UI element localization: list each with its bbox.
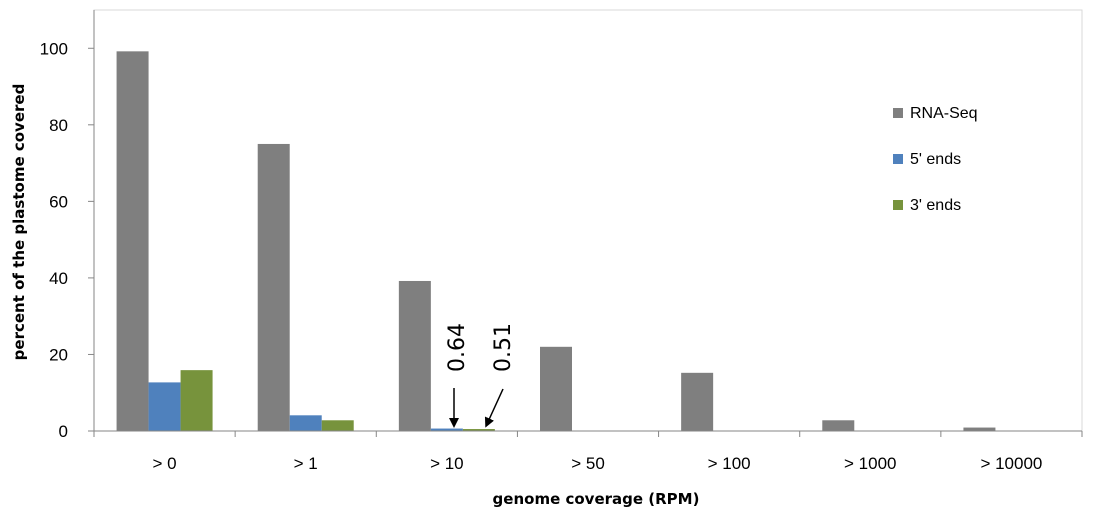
x-tick-label: > 0 [153, 454, 177, 473]
bar-5-ends-0 [148, 382, 181, 431]
legend-label: 5' ends [910, 151, 961, 168]
x-tick-label: > 10 [430, 454, 464, 473]
bar-rna-seq-3 [540, 346, 572, 431]
annotations: 0.64 0.51 [445, 323, 516, 428]
y-axis: 0 20 40 60 80 100 [40, 10, 95, 441]
legend-label: 3' ends [910, 197, 961, 214]
y-tick-label: 0 [59, 422, 68, 441]
bar-5-ends-1 [289, 415, 322, 431]
x-tick-label: > 1000 [844, 454, 896, 473]
bar-rna-seq-2 [398, 280, 431, 431]
bar-rna-seq-0 [116, 51, 149, 432]
bar-3-ends-1 [321, 420, 354, 431]
bar-rna-seq-6 [963, 427, 996, 431]
x-tick-label: > 100 [708, 454, 751, 473]
legend: RNA-Seq 5' ends 3' ends [893, 105, 978, 214]
legend-swatch [893, 108, 903, 118]
x-tick-label: > 10000 [980, 454, 1042, 473]
x-axis: > 0 > 1 > 10 > 50 > 100 > 1000 > 10000 [93, 430, 1083, 473]
y-tick-label: 20 [49, 345, 68, 364]
y-tick-label: 60 [49, 192, 68, 211]
bar-rna-seq-1 [257, 143, 290, 432]
annotation-label: 0.51 [491, 323, 516, 372]
plot-border [93, 9, 1083, 432]
bar-3-ends-0 [180, 370, 213, 431]
bar-3-ends-2 [462, 429, 495, 431]
x-tick-label: > 1 [294, 454, 318, 473]
y-axis-title: percent of the plastome covered [10, 84, 28, 361]
x-tick-label: > 50 [571, 454, 605, 473]
y-tick-label: 80 [49, 116, 68, 135]
bar-5-ends-2 [430, 428, 463, 431]
legend-swatch [893, 200, 903, 210]
bar-rna-seq-4 [681, 372, 714, 431]
annotation-label: 0.64 [445, 323, 470, 372]
x-axis-title: genome coverage (RPM) [493, 490, 700, 508]
legend-swatch [893, 154, 903, 164]
bar-rna-seq-5 [822, 420, 855, 431]
plot-area [93, 9, 1083, 432]
annotation-arrow [484, 388, 504, 428]
y-tick-label: 100 [40, 39, 68, 58]
legend-label: RNA-Seq [910, 105, 978, 122]
bars-group [116, 51, 996, 432]
y-tick-label: 40 [49, 269, 68, 288]
